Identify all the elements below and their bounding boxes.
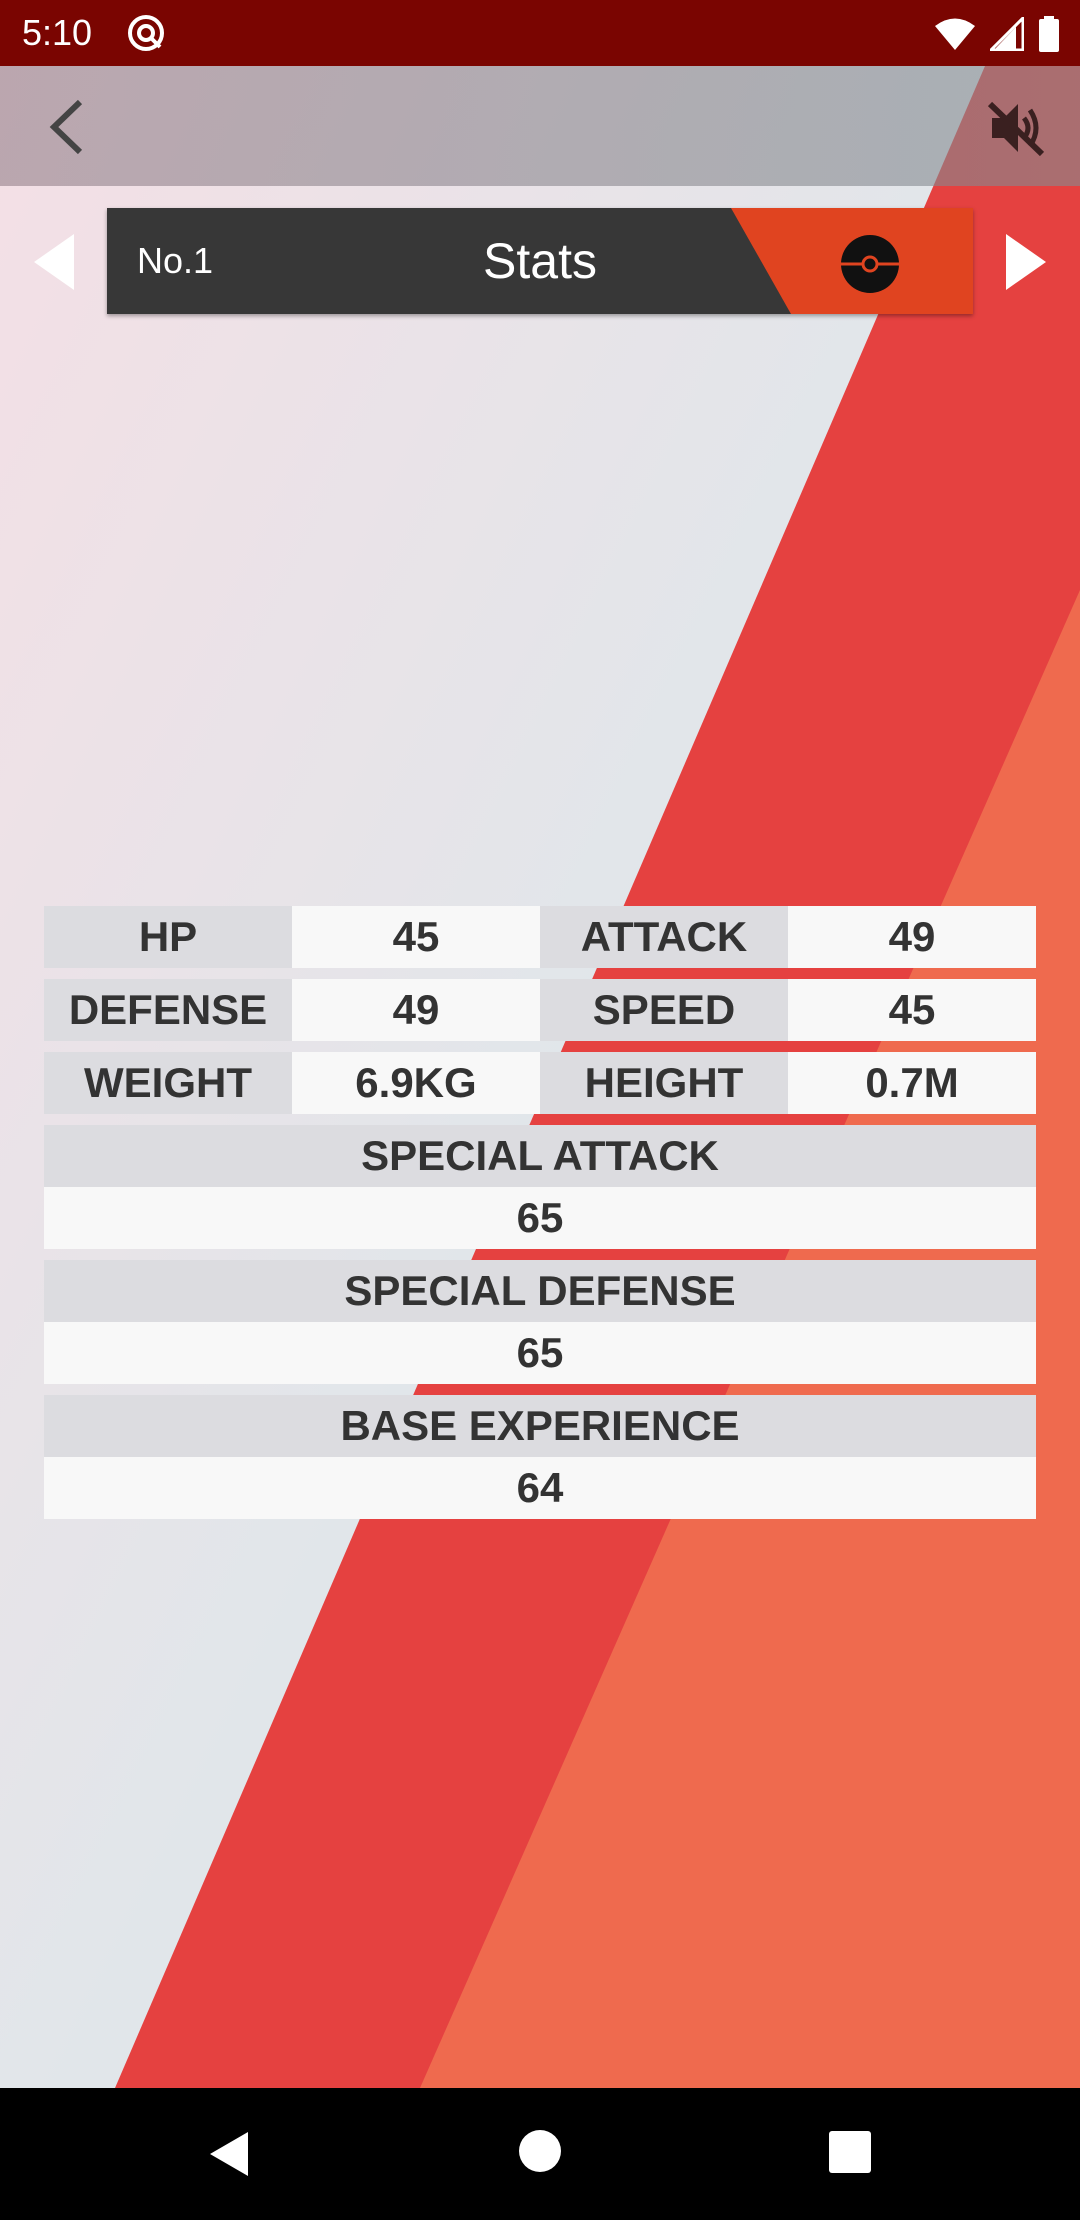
stats-row: WEIGHT 6.9KG HEIGHT 0.7M	[44, 1052, 1036, 1114]
special-defense-label: SPECIAL DEFENSE	[44, 1260, 1036, 1322]
wifi-icon	[935, 18, 975, 50]
pokemon-number: No.1	[137, 240, 214, 281]
special-defense-block: SPECIAL DEFENSE 65	[44, 1260, 1036, 1384]
weight-value: 6.9KG	[292, 1052, 540, 1114]
special-attack-label: SPECIAL ATTACK	[44, 1125, 1036, 1187]
base-experience-value: 64	[44, 1457, 1036, 1519]
system-nav-bar	[0, 2088, 1080, 2220]
battery-icon	[1039, 16, 1059, 52]
attack-value: 49	[788, 906, 1036, 968]
hp-label: HP	[44, 906, 292, 968]
base-experience-label: BASE EXPERIENCE	[44, 1395, 1036, 1457]
nav-home-icon[interactable]	[519, 2130, 561, 2172]
stats-row: HP 45 ATTACK 49	[44, 906, 1036, 968]
toolbar	[0, 66, 1080, 186]
special-attack-value: 65	[44, 1187, 1036, 1249]
stats-row: DEFENSE 49 SPEED 45	[44, 979, 1036, 1041]
base-experience-block: BASE EXPERIENCE 64	[44, 1395, 1036, 1519]
defense-value: 49	[292, 979, 540, 1041]
triangle-right-icon[interactable]	[1002, 232, 1050, 292]
hotspot-icon	[128, 15, 164, 51]
page-title: Stats	[483, 233, 597, 289]
triangle-left-icon[interactable]	[30, 232, 78, 292]
status-icons	[934, 12, 1060, 56]
attack-label: ATTACK	[540, 906, 788, 968]
weight-label: WEIGHT	[44, 1052, 292, 1114]
volume-off-icon[interactable]	[984, 96, 1048, 160]
speed-value: 45	[788, 979, 1036, 1041]
status-bar: 5:10	[0, 0, 1080, 66]
defense-label: DEFENSE	[44, 979, 292, 1041]
pokeball-icon	[841, 235, 899, 293]
nav-recents-icon[interactable]	[829, 2131, 871, 2173]
special-attack-block: SPECIAL ATTACK 65	[44, 1125, 1036, 1249]
special-defense-value: 65	[44, 1322, 1036, 1384]
speed-label: SPEED	[540, 979, 788, 1041]
stats-table: HP 45 ATTACK 49 DEFENSE 49 SPEED 45 WEIG…	[44, 906, 1036, 1530]
header-bar: No.1 Stats	[107, 208, 973, 314]
chevron-left-icon[interactable]	[40, 94, 104, 158]
hp-value: 45	[292, 906, 540, 968]
height-label: HEIGHT	[540, 1052, 788, 1114]
nav-back-icon[interactable]	[204, 2128, 256, 2180]
height-value: 0.7M	[788, 1052, 1036, 1114]
status-time: 5:10	[22, 12, 93, 53]
cellular-signal-icon	[990, 17, 1024, 51]
